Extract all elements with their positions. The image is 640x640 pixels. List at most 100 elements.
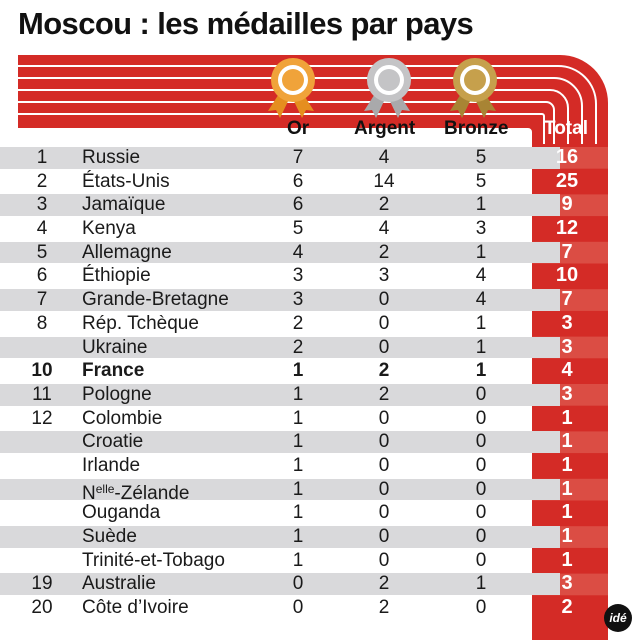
silver-count-cell: 2 xyxy=(378,194,390,216)
gold-count-cell: 1 xyxy=(292,431,304,453)
chart-title: Moscou : les médailles par pays xyxy=(18,6,474,41)
country-name: États-Unis xyxy=(82,170,170,192)
gold-count-cell: 6 xyxy=(292,194,304,216)
rank-cell: 19 xyxy=(31,573,53,595)
table-row: 6 Éthiopie 3 3 4 10 xyxy=(0,264,640,288)
country-cell: Irlande xyxy=(82,454,140,478)
country-cell: Trinité-et-Tobago xyxy=(82,549,225,573)
silver-count-cell: 2 xyxy=(378,241,390,263)
rank-cell: 20 xyxy=(31,597,53,619)
country-name: Australie xyxy=(82,573,156,595)
total-count-cell: 1 xyxy=(561,525,573,547)
country-cell: Suède xyxy=(82,525,137,549)
table-row: Nelle-Zélande 1 0 0 1 xyxy=(0,478,640,504)
bronze-count-cell: 4 xyxy=(475,289,487,311)
silver-count-cell: 2 xyxy=(378,360,390,382)
column-header-gold: Or xyxy=(287,118,310,139)
table-row: 8 Rép. Tchèque 2 0 1 3 xyxy=(0,312,640,336)
country-name-rest: -Zélande xyxy=(114,482,190,504)
country-cell: France xyxy=(82,359,144,383)
country-name: Ukraine xyxy=(82,336,148,358)
gold-count-cell: 2 xyxy=(292,312,304,334)
gold-count-cell: 0 xyxy=(292,597,304,619)
silver-count-cell: 0 xyxy=(378,312,390,334)
bronze-count-cell: 0 xyxy=(475,383,487,405)
row-band xyxy=(0,526,560,548)
column-header-bronze: Bronze xyxy=(444,118,509,139)
medal-table: 1 Russie 7 4 5 16 2 États-Unis 6 14 5 25 3 Jamaïque 6 2… xyxy=(0,146,640,620)
gold-count-cell: 5 xyxy=(292,218,304,240)
rank-cell: 7 xyxy=(36,289,48,311)
country-name: Pologne xyxy=(82,383,152,405)
bronze-count-cell: 0 xyxy=(475,454,487,476)
bronze-count-cell: 0 xyxy=(475,502,487,524)
table-row: 12 Colombie 1 0 0 1 xyxy=(0,407,640,431)
silver-count-cell: 0 xyxy=(378,526,390,547)
country-name: Irlande xyxy=(82,454,141,476)
bronze-count-cell: 0 xyxy=(475,526,487,547)
table-row: 11 Pologne 1 2 0 3 xyxy=(0,383,640,407)
country-cell: Allemagne xyxy=(82,241,172,265)
rank-cell: 6 xyxy=(36,265,48,287)
country-cell: Colombie xyxy=(82,407,162,431)
row-band xyxy=(0,573,560,596)
bronze-count-cell: 0 xyxy=(475,597,487,619)
row-band xyxy=(0,478,560,501)
row-band xyxy=(0,431,560,453)
bronze-count-cell: 1 xyxy=(475,360,487,382)
gold-medal-rosette-icon xyxy=(268,58,315,118)
gold-count-cell: 1 xyxy=(292,526,304,547)
table-row: 10 France 1 2 1 4 xyxy=(0,359,640,383)
country-name: Allemagne xyxy=(82,241,172,263)
total-count-cell: 25 xyxy=(555,169,579,192)
bronze-count-cell: 0 xyxy=(475,407,487,429)
rank-cell: 1 xyxy=(36,147,48,168)
row-band xyxy=(0,336,560,359)
silver-count-cell: 0 xyxy=(378,407,390,429)
country-cell: États-Unis xyxy=(82,170,170,194)
total-count-cell: 1 xyxy=(561,406,573,429)
table-row: Suède 1 0 0 1 xyxy=(0,525,640,549)
rank-cell: 11 xyxy=(32,383,52,405)
country-cell: Ukraine xyxy=(82,336,147,360)
country-name: Colombie xyxy=(82,407,163,429)
country-cell: Éthiopie xyxy=(82,264,151,288)
table-row: Trinité-et-Tobago 1 0 0 1 xyxy=(0,549,640,573)
bronze-count-cell: 5 xyxy=(475,170,487,192)
table-row: Irlande 1 0 0 1 xyxy=(0,454,640,478)
total-count-cell: 3 xyxy=(561,382,573,405)
silver-count-cell: 3 xyxy=(378,265,390,287)
country-name: Trinité-et-Tobago xyxy=(82,549,225,571)
silver-count-cell: 2 xyxy=(378,573,390,595)
country-name: N xyxy=(82,482,96,504)
bronze-count-cell: 0 xyxy=(475,431,487,453)
table-row: 1 Russie 7 4 5 16 xyxy=(0,146,640,170)
silver-count-cell: 4 xyxy=(378,147,390,168)
total-count-cell: 7 xyxy=(561,240,573,263)
gold-count-cell: 7 xyxy=(292,147,304,168)
country-cell: Australie xyxy=(82,572,156,596)
country-name: Rép. Tchèque xyxy=(82,312,199,334)
silver-count-cell: 0 xyxy=(378,289,390,311)
bronze-count-cell: 5 xyxy=(475,147,487,168)
country-cell: Russie xyxy=(82,146,140,170)
rank-cell: 8 xyxy=(36,312,48,334)
row-band xyxy=(0,147,560,169)
ide-logo: idé xyxy=(604,604,632,632)
country-cell: Croatie xyxy=(82,430,143,454)
rank-cell: 12 xyxy=(31,407,53,429)
total-count-cell: 2 xyxy=(561,596,573,619)
total-count-cell: 1 xyxy=(561,501,573,524)
silver-count-cell: 0 xyxy=(378,478,390,500)
country-cell: Côte d’Ivoire xyxy=(82,596,189,620)
country-name: Russie xyxy=(82,147,141,168)
total-count-cell: 12 xyxy=(555,217,579,240)
silver-count-cell: 0 xyxy=(378,549,390,571)
total-count-cell: 10 xyxy=(555,264,579,287)
table-row: 3 Jamaïque 6 2 1 9 xyxy=(0,193,640,217)
total-count-cell: 16 xyxy=(555,146,579,168)
gold-count-cell: 3 xyxy=(292,289,304,311)
row-band xyxy=(0,194,560,217)
country-cell: Pologne xyxy=(82,383,152,407)
gold-count-cell: 1 xyxy=(292,383,304,405)
